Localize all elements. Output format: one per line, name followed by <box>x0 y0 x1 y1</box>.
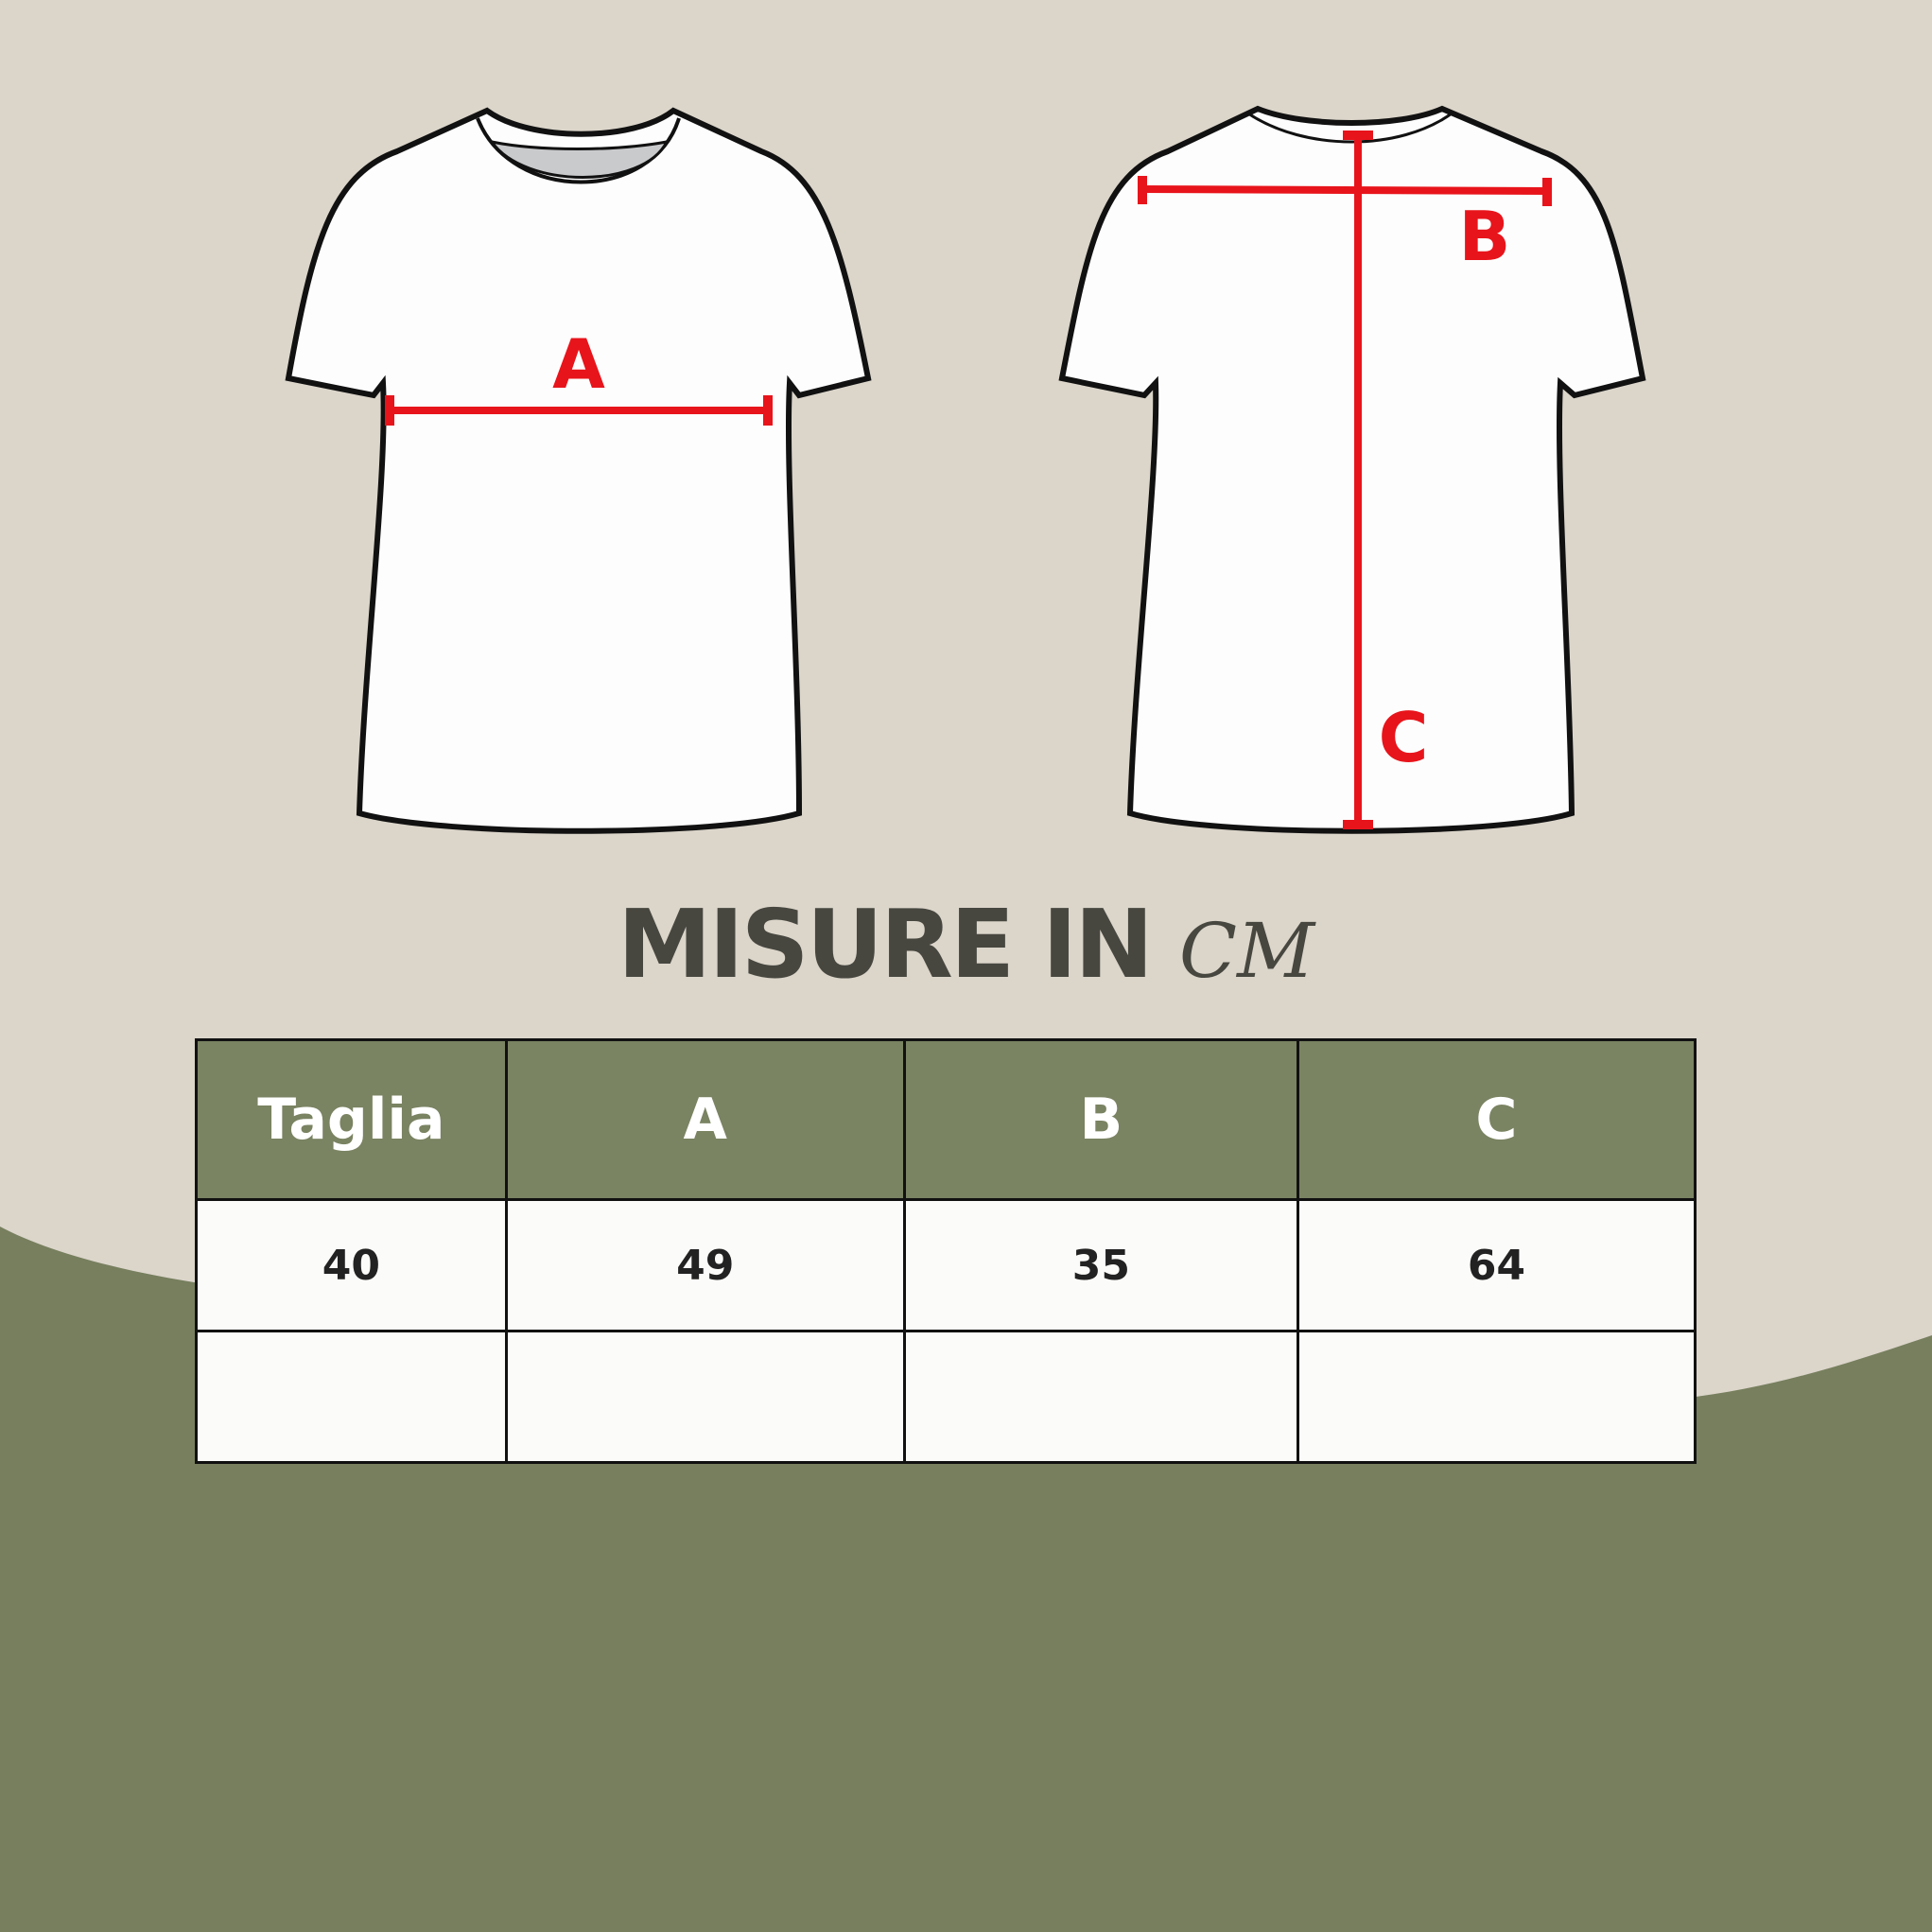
table-row <box>195 1330 1697 1464</box>
label-c: C <box>1379 698 1429 777</box>
title-main: MISURE IN <box>617 889 1154 1000</box>
header-b: B <box>902 1038 1299 1201</box>
title-unit: CM <box>1178 907 1315 995</box>
page-title: MISURE IN CM <box>0 889 1932 1000</box>
cell-c <box>1296 1330 1697 1464</box>
table-row: 40 49 35 64 <box>195 1198 1697 1332</box>
cell-b <box>902 1330 1299 1464</box>
header-c: C <box>1296 1038 1697 1201</box>
tshirt-front: A <box>285 107 872 834</box>
cell-a <box>504 1330 906 1464</box>
table-header-row: Taglia A B C <box>195 1038 1697 1201</box>
size-table: Taglia A B C 40 49 35 64 <box>195 1038 1697 1464</box>
label-b: B <box>1459 197 1511 276</box>
label-a: A <box>552 324 605 404</box>
tshirt-diagram: A B C <box>285 105 1646 834</box>
cell-a: 49 <box>504 1198 906 1332</box>
cell-taglia: 40 <box>195 1198 508 1332</box>
tshirt-back: B C <box>1058 105 1646 834</box>
cell-taglia <box>195 1330 508 1464</box>
cell-c: 64 <box>1296 1198 1697 1332</box>
cell-b: 35 <box>902 1198 1299 1332</box>
header-a: A <box>504 1038 906 1201</box>
measure-line-b <box>1141 185 1548 195</box>
header-taglia: Taglia <box>195 1038 508 1201</box>
